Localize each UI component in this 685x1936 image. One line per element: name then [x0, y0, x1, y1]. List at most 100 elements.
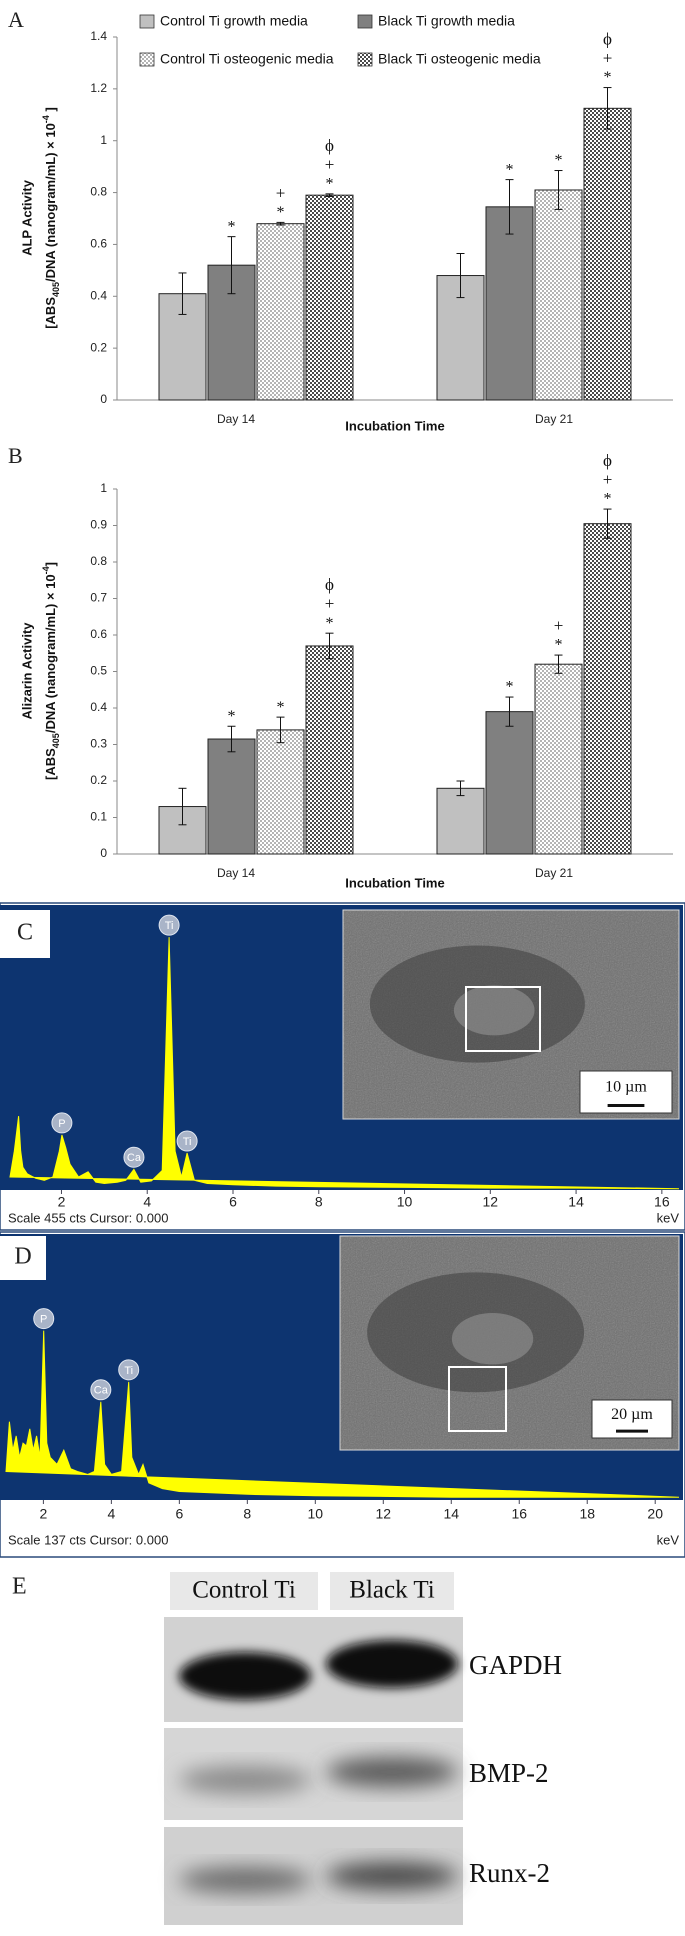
x-tick-label: 6 — [175, 1506, 183, 1522]
x-axis-unit: keV — [657, 1532, 680, 1547]
peak-label: Ti — [165, 920, 174, 932]
blot-panel: E Control Ti Black Ti GAPDH BMP-2 Runx-2 — [12, 1572, 562, 1925]
peak-marker — [90, 1379, 112, 1401]
column-label: Black Ti — [349, 1577, 435, 1604]
x-tick-label: 2 — [58, 1194, 66, 1210]
y-tick-label: 1 — [100, 133, 107, 147]
y-axis-label-part: 405 — [51, 733, 61, 748]
significance-marker: * — [228, 218, 236, 235]
panel-letter: B — [8, 443, 23, 468]
bar — [485, 206, 534, 401]
significance-marker: * — [277, 204, 285, 221]
x-tick-label: 18 — [579, 1506, 595, 1522]
panel-letter: E — [12, 1574, 27, 1600]
y-tick-label: 0.3 — [90, 737, 107, 751]
x-tick-label: 14 — [443, 1506, 459, 1522]
y-tick-label: 1.2 — [90, 81, 107, 95]
y-tick-label: 0.4 — [90, 700, 107, 714]
info-text: Scale 455 cts Cursor: 0.000 — [8, 1210, 168, 1225]
y-axis-label-part: ] — [43, 562, 58, 566]
x-tick-label: 6 — [229, 1194, 237, 1210]
y-tick-label: 0.2 — [90, 340, 107, 354]
x-tick-label: 12 — [375, 1506, 391, 1522]
peak-marker — [51, 1112, 73, 1134]
x-tick-label: 14 — [568, 1194, 584, 1210]
significance-marker: ϕ — [603, 29, 612, 48]
y-tick-label: 0.7 — [90, 591, 107, 605]
blot-band — [179, 1652, 311, 1700]
y-tick-label: 0 — [100, 392, 107, 406]
spectrum — [5, 1330, 680, 1498]
x-tick-label: 10 — [308, 1506, 324, 1522]
info-text: Scale 137 cts Cursor: 0.000 — [8, 1532, 168, 1547]
x-tick-label: 16 — [511, 1506, 527, 1522]
x-tick-label: Day 14 — [217, 412, 255, 426]
scale-bar-label: 20 µm — [611, 1406, 653, 1423]
significance-marker: + — [603, 470, 613, 489]
x-axis-label: Incubation Time — [345, 418, 444, 433]
y-tick-label: 0.6 — [90, 237, 107, 251]
scale-bar-label: 10 µm — [605, 1078, 647, 1095]
y-tick-label: 1.4 — [90, 29, 107, 43]
y-axis-label: Alizarin Activity — [19, 622, 34, 720]
legend-label: Black Ti growth media — [378, 13, 515, 29]
x-tick-label: 4 — [107, 1506, 115, 1522]
significance-marker: + — [554, 616, 564, 635]
peak-marker — [33, 1308, 55, 1330]
significance-marker: * — [277, 699, 285, 716]
peak-marker — [118, 1359, 140, 1381]
panel-letter: D — [14, 1244, 31, 1270]
blot-band — [326, 1640, 458, 1688]
peak-marker — [123, 1146, 145, 1168]
x-tick-label: Day 14 — [217, 866, 255, 880]
blot-band — [326, 1757, 458, 1787]
bar — [256, 223, 305, 401]
x-tick-label: 20 — [647, 1506, 663, 1522]
significance-marker: ϕ — [325, 136, 334, 155]
y-axis-label-part: -4 — [41, 115, 51, 123]
x-tick-label: 8 — [243, 1506, 251, 1522]
legend-label: Control Ti growth media — [160, 13, 308, 29]
scale-bar-bg — [591, 1399, 673, 1439]
y-axis-label-part: 405 — [51, 282, 61, 297]
legend-label: Black Ti osteogenic media — [378, 51, 541, 67]
row-label: GAPDH — [469, 1650, 562, 1680]
y-tick-label: 0.9 — [90, 518, 107, 532]
sem-cell — [451, 1313, 534, 1365]
legend-swatch — [139, 52, 155, 67]
column-label-bg — [170, 1572, 318, 1610]
panel-letter-bg — [0, 910, 50, 958]
x-axis-unit: keV — [657, 1210, 680, 1225]
significance-marker: * — [506, 161, 514, 178]
peak-label: Ti — [183, 1136, 192, 1148]
bar — [207, 738, 256, 855]
blot-band — [179, 1766, 311, 1794]
y-axis-label-part: /DNA (nanogram/mL) × 10 — [43, 123, 58, 282]
significance-marker: * — [326, 176, 334, 193]
y-axis-label: ALP Activity — [19, 179, 34, 256]
legend-swatch — [139, 14, 155, 29]
y-tick-label: 0.8 — [90, 554, 107, 568]
significance-marker: * — [555, 637, 563, 654]
y-tick-label: 0.5 — [90, 664, 107, 678]
y-tick-label: 0.8 — [90, 185, 107, 199]
x-tick-label: 16 — [654, 1194, 670, 1210]
row-label: BMP-2 — [469, 1758, 549, 1788]
panel-letter-bg — [0, 1236, 46, 1280]
x-tick-label: 10 — [397, 1194, 413, 1210]
sem-roi-box — [448, 1366, 507, 1432]
y-axis-label-part: [ABS — [43, 297, 58, 329]
bar — [436, 787, 485, 855]
significance-marker: * — [604, 69, 612, 86]
bar — [534, 663, 583, 855]
peak-label: P — [58, 1118, 65, 1130]
y-axis-label-part: /DNA (nanogram/mL) × 10 — [43, 574, 58, 733]
peak-label: P — [40, 1314, 47, 1326]
panel-letter: A — [8, 7, 24, 32]
peak-label: Ca — [127, 1152, 142, 1164]
y-axis-label: [ABS405/DNA (nanogram/mL) × 10-4] — [41, 562, 61, 780]
x-tick-label: 4 — [143, 1194, 151, 1210]
significance-marker: + — [325, 594, 335, 613]
column-label-bg — [330, 1572, 454, 1610]
